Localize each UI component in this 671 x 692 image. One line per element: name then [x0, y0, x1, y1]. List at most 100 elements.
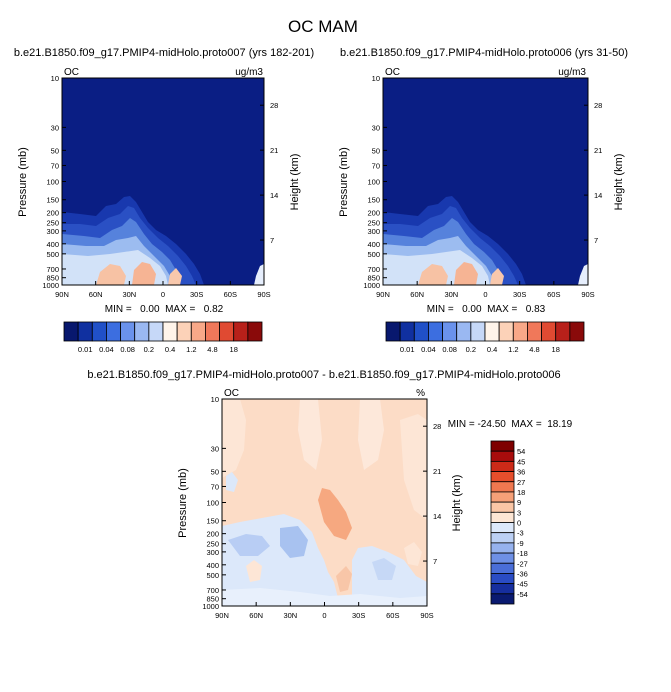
panel-b-xtick-label: 90S [581, 290, 594, 299]
colorbar-c-swatch [490, 573, 515, 585]
colorbar-a-swatch [247, 321, 263, 342]
panel-a-ytick-label: 100 [46, 178, 59, 187]
colorbar-c-label: 9 [517, 498, 521, 507]
colorbar-c-swatch [490, 440, 515, 452]
colorbar-b-swatch [498, 321, 514, 342]
colorbar-b-swatch [442, 321, 458, 342]
panel-a-ytick-label: 150 [46, 196, 59, 205]
colorbar-c-swatch [490, 542, 515, 554]
colorbar-b-swatch [555, 321, 571, 342]
panel-a-xtick-label: 60N [89, 290, 103, 299]
panel-c-ytick-label: 70 [211, 482, 219, 491]
colorbar-c-label: -54 [517, 590, 528, 599]
panel-a-ytick-right-label: 7 [270, 236, 274, 245]
panel-b-ytick-label: 300 [367, 227, 380, 236]
panel-b-xtick-label: 60S [547, 290, 560, 299]
panel-c-ytick-label: 150 [206, 517, 219, 526]
colorbar-b-swatch [456, 321, 472, 342]
colorbar-a-label: 0.04 [99, 345, 114, 354]
panel-a-ytick-label: 10 [51, 74, 59, 83]
colorbar-a-label: 0.2 [144, 345, 154, 354]
panel-b-ytick-label: 1000 [363, 281, 380, 290]
panel-a-ytick-right-label: 28 [270, 101, 278, 110]
panel-a-ytick-right-label: 21 [270, 146, 278, 155]
colorbar-c-swatch [490, 522, 515, 534]
colorbar-a-label: 0.01 [78, 345, 93, 354]
colorbar-c-swatch [490, 481, 515, 493]
panel-b-ytick-label: 70 [372, 161, 380, 170]
colorbar-c-swatch [490, 593, 515, 605]
figure-title: OC MAM [288, 17, 358, 36]
panel-b-xtick-label: 30N [444, 290, 458, 299]
panel-c-ytick-label: 400 [206, 561, 219, 570]
colorbar-b-label: 18 [552, 345, 560, 354]
colorbar-a-label: 0.4 [165, 345, 175, 354]
colorbar-a-swatch [77, 321, 93, 342]
colorbar-c-label: 36 [517, 468, 525, 477]
panel-a-title: b.e21.B1850.f09_g17.PMIP4-midHolo.proto0… [14, 47, 314, 59]
panel-c-ytick-label: 700 [206, 586, 219, 595]
colorbar-b-label: 0.4 [487, 345, 497, 354]
panel-b-min-max: MIN = 0.00 MAX = 0.83 [427, 304, 546, 315]
panel-b-units: ug/m3 [558, 67, 586, 78]
colorbar-c-swatch [490, 511, 515, 523]
axes-and-colorbars: 1030507010015020025030040050070085010002… [42, 74, 602, 620]
colorbar-a-swatch [162, 321, 178, 342]
colorbar-a-label: 0.08 [120, 345, 135, 354]
colorbar-a-swatch [205, 321, 220, 342]
panel-c-min-max: MIN = -24.50 MAX = 18.19 [448, 419, 573, 430]
colorbar-c-label: -45 [517, 580, 528, 589]
panel-b-ytick-label: 850 [367, 274, 380, 283]
panel-b: b.e21.B1850.f09_g17.PMIP4-midHolo.proto0… [338, 47, 628, 315]
panel-c-plot-field [222, 399, 427, 606]
panel-a: b.e21.B1850.f09_g17.PMIP4-midHolo.proto0… [14, 47, 314, 315]
colorbar-a-label: 4.8 [207, 345, 217, 354]
panel-a-ytick-label: 400 [46, 240, 59, 249]
panel-a-min-max: MIN = 0.00 MAX = 0.82 [105, 304, 224, 315]
panel-b-ytick-label: 500 [367, 250, 380, 259]
panel-c-xtick-label: 30N [283, 611, 297, 620]
panel-a-xtick-label: 90N [55, 290, 69, 299]
panel-b-ytick-label: 50 [372, 146, 380, 155]
panel-a-ylabel: Pressure (mb) [17, 147, 29, 217]
panel-b-ytick-label: 10 [372, 74, 380, 83]
colorbar-b-label: 0.01 [400, 345, 415, 354]
colorbar-a-swatch [63, 321, 79, 342]
panel-a-xtick-label: 90S [257, 290, 270, 299]
panel-a-ytick-label: 500 [46, 250, 59, 259]
panel-b-ytick-label: 30 [372, 123, 380, 132]
colorbar-a-swatch [134, 321, 150, 342]
colorbar-b-swatch [484, 321, 500, 342]
colorbar-b-swatch [399, 321, 415, 342]
colorbar-a-label: 18 [230, 345, 238, 354]
panel-b-ytick-right-label: 28 [594, 101, 602, 110]
colorbar-b-swatch [470, 321, 486, 342]
panel-c-xtick-label: 60N [249, 611, 263, 620]
panel-b-ytick-label: 250 [367, 219, 380, 228]
colorbar-c-label: 27 [517, 478, 525, 487]
colorbar-b-label: 0.08 [442, 345, 457, 354]
panel-b-title: b.e21.B1850.f09_g17.PMIP4-midHolo.proto0… [340, 47, 628, 59]
panel-b-ytick-right-label: 21 [594, 146, 602, 155]
colorbar-b-swatch [569, 321, 585, 342]
panel-a-ytick-label: 300 [46, 227, 59, 236]
panel-b-ytick-right-label: 14 [594, 191, 602, 200]
colorbar-a-swatch [91, 321, 107, 342]
colorbar-b-swatch [512, 321, 528, 342]
panel-a-units: ug/m3 [235, 67, 263, 78]
colorbar-b-swatch [541, 321, 557, 342]
colorbar-c-label: -9 [517, 539, 524, 548]
colorbar-c-swatch [490, 471, 515, 483]
panel-b-ytick-label: 200 [367, 209, 380, 218]
panel-a-ytick-label: 70 [51, 161, 59, 170]
colorbar-c-label: 54 [517, 447, 525, 456]
panel-b-ytick-right-label: 7 [594, 236, 598, 245]
colorbar-c-label: -3 [517, 529, 524, 538]
colorbar-c-swatch [490, 460, 515, 472]
colorbar-c-swatch [490, 583, 515, 595]
colorbar-b-swatch [385, 321, 401, 342]
colorbar-a-swatch [106, 321, 121, 342]
colorbar-c-swatch [490, 450, 515, 462]
colorbar-a-swatch [148, 321, 164, 342]
